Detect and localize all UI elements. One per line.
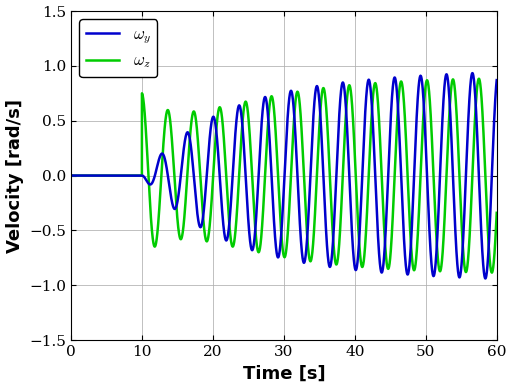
Line: $\omega_y$: $\omega_y$ xyxy=(71,73,497,279)
$\omega_z$ xyxy=(70,173,76,178)
$\omega_z$ xyxy=(476,76,482,81)
$\omega_y$ xyxy=(482,276,488,281)
$\omega_y$ xyxy=(76,173,82,178)
$\omega_z$ xyxy=(494,211,500,215)
Line: $\omega_z$: $\omega_z$ xyxy=(71,79,497,273)
$\omega_y$ xyxy=(150,180,156,185)
X-axis label: Time [s]: Time [s] xyxy=(243,364,325,383)
$\omega_z$ xyxy=(489,270,495,275)
$\omega_z$ xyxy=(310,237,316,241)
$\omega_y$ xyxy=(494,78,500,83)
$\omega_z$ xyxy=(76,173,82,178)
$\omega_y$ xyxy=(68,173,74,178)
$\omega_y$ xyxy=(487,213,493,218)
$\omega_z$ xyxy=(68,173,74,178)
$\omega_y$ xyxy=(70,173,76,178)
$\omega_z$ xyxy=(150,233,156,237)
Legend: $\omega_y$, $\omega_z$: $\omega_y$, $\omega_z$ xyxy=(79,19,157,77)
$\omega_y$ xyxy=(310,113,316,118)
Y-axis label: Velocity [rad/s]: Velocity [rad/s] xyxy=(6,99,24,253)
$\omega_y$ xyxy=(463,160,470,165)
$\omega_z$ xyxy=(463,269,470,274)
$\omega_y$ xyxy=(470,71,476,75)
$\omega_z$ xyxy=(487,262,493,267)
